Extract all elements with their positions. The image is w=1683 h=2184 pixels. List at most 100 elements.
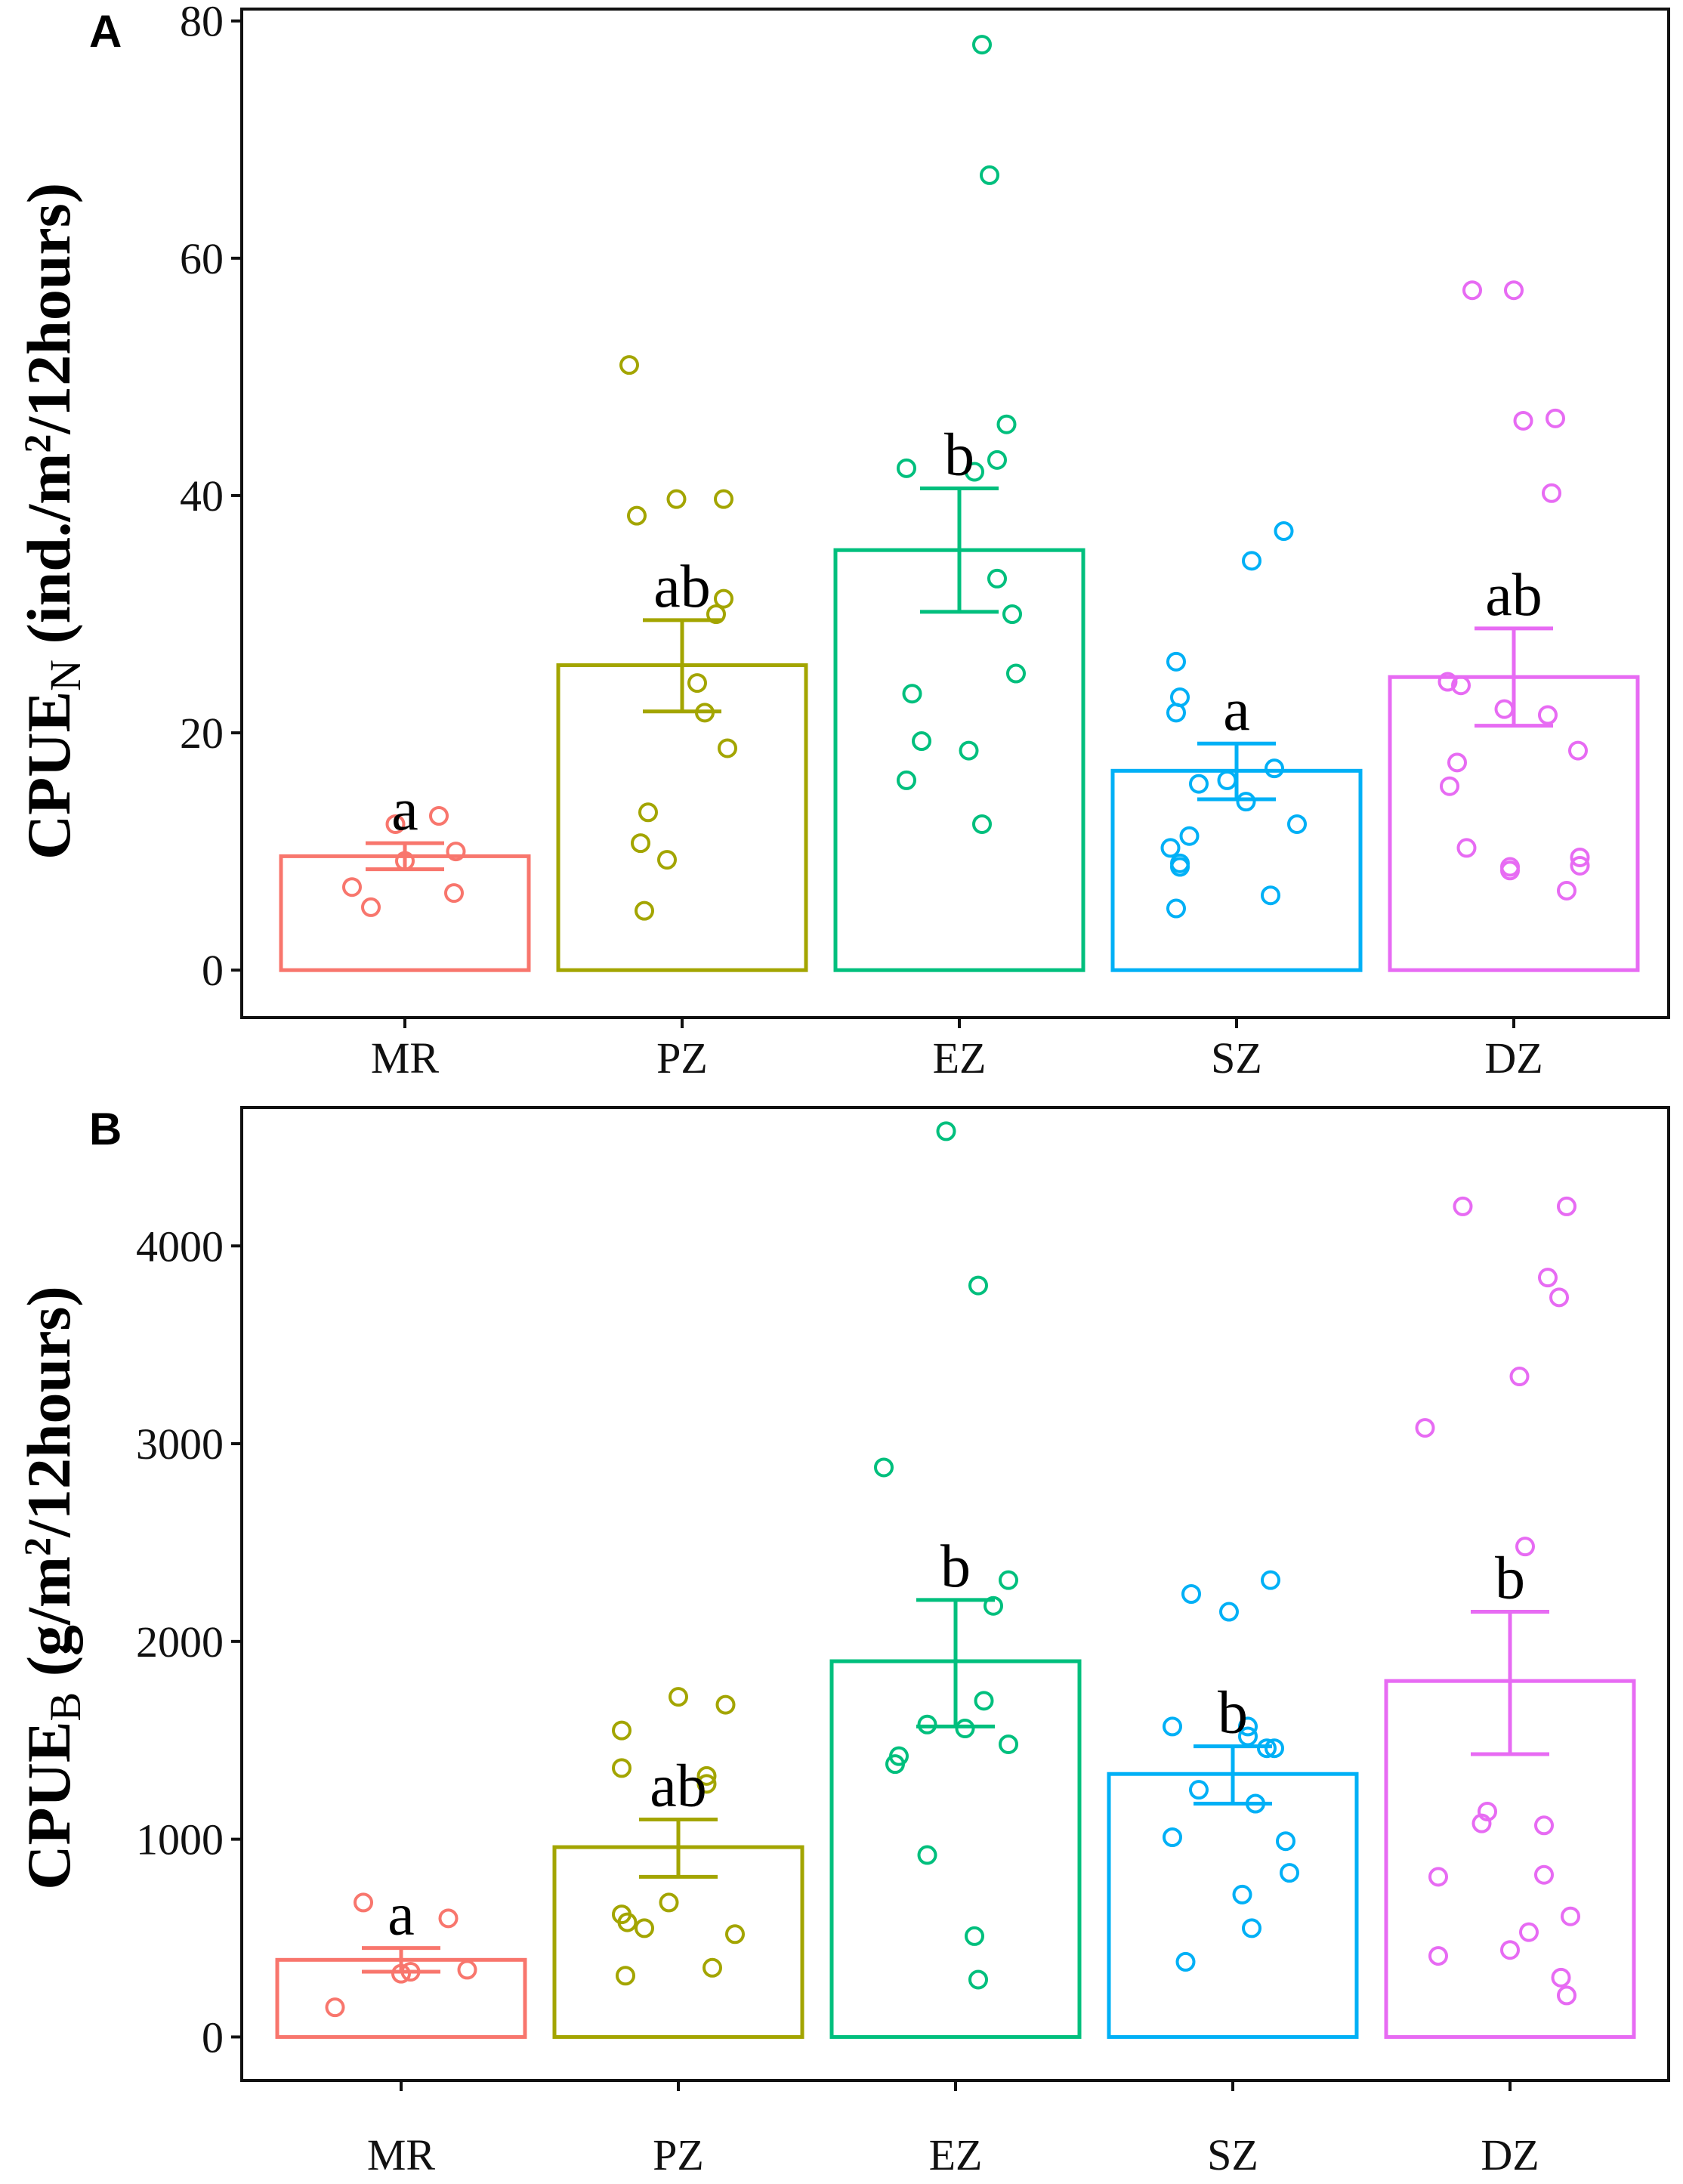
data-point	[885, 1754, 905, 1775]
panel-a-ylabel-sup: 2	[16, 434, 58, 453]
data-point	[1500, 1940, 1520, 1960]
y-tick-label: 0	[202, 946, 224, 995]
data-point	[1238, 1716, 1258, 1737]
data-point	[987, 568, 1007, 588]
data-point	[1219, 1602, 1239, 1622]
error-bar-ez	[920, 487, 999, 614]
x-tick-label-ez: EZ	[933, 1033, 987, 1083]
data-point	[444, 883, 464, 904]
sig-letter-sz: a	[1223, 677, 1250, 743]
error-bar-sz	[1197, 741, 1276, 802]
panel-a-significance-letters: a ab b a ab	[391, 422, 1542, 844]
data-point	[1002, 604, 1022, 624]
data-point	[612, 1720, 632, 1741]
data-point	[1163, 1716, 1182, 1737]
data-point	[1557, 1985, 1576, 2006]
data-point	[1440, 776, 1459, 796]
data-point	[972, 814, 992, 834]
x-tick-label-ez: EZ	[929, 2130, 983, 2179]
data-point	[1546, 408, 1565, 428]
data-point	[342, 877, 362, 897]
data-point	[657, 850, 677, 870]
data-point	[1538, 1268, 1558, 1288]
data-point	[1006, 663, 1026, 684]
data-point	[1557, 1196, 1576, 1216]
panel-a-y-axis-title: CPUEN (ind./m2/12hours)	[14, 183, 90, 860]
y-tick-label: 1000	[136, 1815, 224, 1864]
panel-b-letter: B	[89, 1104, 122, 1154]
data-point	[1437, 672, 1458, 692]
data-point	[1570, 855, 1590, 876]
data-point	[718, 738, 737, 758]
data-point	[631, 833, 650, 854]
error-bar-ez	[916, 1598, 995, 1728]
sig-letter-pz: ab	[653, 554, 711, 620]
data-point	[1189, 1780, 1209, 1800]
data-point	[1534, 1864, 1554, 1885]
panel-b-significance-letters: a ab b b b	[388, 1534, 1525, 1948]
data-point	[1280, 1863, 1299, 1883]
data-point	[1287, 814, 1307, 834]
panel-b-ylabel-sup: 2	[16, 1537, 58, 1556]
data-point	[984, 1596, 1003, 1616]
data-point	[385, 814, 406, 834]
data-point	[638, 802, 658, 823]
data-point	[1428, 1867, 1448, 1887]
data-point	[659, 1892, 679, 1913]
data-point	[354, 1892, 373, 1913]
data-point	[1261, 1570, 1280, 1590]
data-point	[1538, 705, 1558, 725]
x-tick-label-mr: MR	[371, 1033, 440, 1083]
data-point	[635, 900, 654, 921]
panel-b-y-axis-title: CPUEB (g/m2/12hours)	[14, 1286, 90, 1889]
error-bar-sz	[1194, 1744, 1272, 1806]
data-point	[1242, 1918, 1261, 1938]
x-tick-label-sz: SZ	[1207, 2130, 1258, 2179]
data-point	[635, 1918, 654, 1938]
data-point	[1570, 847, 1590, 867]
panel-a-ylabel-end: /12hours)	[14, 183, 83, 435]
data-point	[902, 684, 922, 704]
data-point	[1504, 280, 1524, 301]
panel-a-error-bars	[366, 487, 1553, 872]
error-bar-dz	[1471, 1610, 1549, 1756]
x-tick-label-dz: DZ	[1481, 2130, 1539, 2179]
x-tick-label-pz: PZ	[653, 2130, 704, 2179]
bar-sz	[1107, 1772, 1359, 2039]
data-point	[1276, 1831, 1295, 1852]
panel-b-points	[325, 1121, 1580, 2018]
data-point	[1534, 1815, 1554, 1836]
data-point	[429, 806, 449, 826]
data-point	[1175, 1951, 1196, 1972]
data-point	[897, 458, 916, 478]
data-point	[897, 770, 916, 790]
data-point	[1163, 1827, 1182, 1847]
data-point	[617, 1912, 638, 1932]
data-point	[965, 462, 984, 482]
data-point	[1170, 687, 1190, 707]
data-point	[616, 1966, 635, 1986]
y-tick-label: 20	[180, 709, 224, 758]
data-point	[912, 731, 931, 752]
data-point	[714, 489, 733, 509]
data-point	[1242, 551, 1261, 571]
data-point	[917, 1714, 937, 1735]
data-point	[438, 1908, 459, 1929]
panel-a-points	[342, 35, 1590, 921]
data-point	[980, 165, 999, 185]
panel-a-frame	[240, 8, 1670, 1019]
data-point	[1257, 1738, 1277, 1759]
data-point	[687, 673, 707, 694]
data-point	[1160, 838, 1181, 858]
data-point	[1551, 1967, 1571, 1988]
panel-a-axes: 0 20 40 60 80 MR PZ EZ SZ DZ	[180, 0, 1543, 1083]
x-tick-label-sz: SZ	[1211, 1033, 1262, 1083]
data-point	[917, 1845, 937, 1865]
data-point	[996, 414, 1017, 434]
panel-a: A 0 20 40 60 80 MR PZ EZ SZ DZ a ab b a ab CPUEN (ind…	[14, 0, 1670, 1083]
panel-b-ylabel-tail: (g/m	[14, 1556, 83, 1692]
data-point	[1189, 774, 1209, 794]
data-point	[1451, 675, 1471, 696]
data-point	[1232, 1884, 1252, 1904]
